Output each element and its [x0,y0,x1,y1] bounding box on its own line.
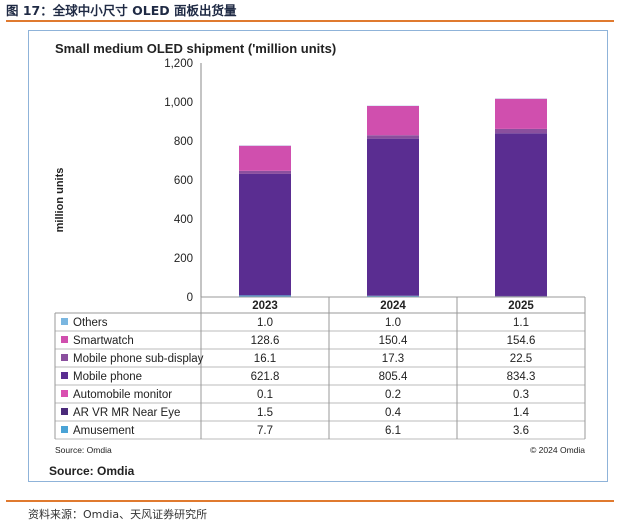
table-cell-value: 1.0 [257,317,273,329]
table-cell-value: 154.6 [507,335,536,347]
y-tick-label: 400 [174,214,193,226]
legend-swatch [61,408,68,415]
figure-title: 图 17：全球中小尺寸 OLED 面板出货量 [6,3,237,18]
figure-source: 资料来源：Omdia、天风证券研究所 [28,508,208,521]
table-cell-value: 0.4 [385,407,402,419]
y-tick-label: 1,200 [164,58,193,70]
y-tick-label: 1,000 [164,97,193,109]
table-cell-value: 1.5 [257,407,273,419]
bar-segment-mobile-phone-2025 [495,133,547,296]
table-cell-value: 0.3 [513,389,529,401]
bar-segment-mobile-phone-sub-display-2023 [239,170,291,174]
table-row-label: Automobile monitor [73,389,172,401]
bar-segment-mobile-phone-2023 [239,173,291,296]
chart-title: Small medium OLED shipment ('million uni… [55,41,336,56]
legend-swatch [61,390,68,397]
chart-source-small: Source: Omdia [55,445,112,455]
legend-swatch [61,318,68,325]
table-cell-value: 128.6 [251,335,280,347]
table-cell-value: 805.4 [379,371,408,383]
table-row-label: Amusement [73,425,135,437]
legend-swatch [61,372,68,379]
legend-swatch [61,336,68,343]
bar-segment-smartwatch-2023 [239,145,291,171]
table-cell-value: 3.6 [513,425,529,437]
bar-segment-mobile-phone-sub-display-2024 [367,135,419,139]
table-cell-value: 150.4 [379,335,408,347]
table-row-label: Mobile phone [73,371,142,383]
chart-source-large: Source: Omdia [49,464,135,478]
y-tick-label: 0 [187,292,193,304]
y-tick-label: 800 [174,136,193,148]
chart-copyright: © 2024 Omdia [530,445,585,455]
table-cell-value: 1.1 [513,317,529,329]
bar-segment-amusement-2023 [239,295,291,297]
table-cell-value: 1.4 [513,407,530,419]
table-cell-value: 22.5 [510,353,532,365]
table-cell-value: 7.7 [257,425,273,437]
top-divider [6,20,614,22]
table-row-label: Others [73,317,108,329]
table-cell-value: 621.8 [251,371,280,383]
table-cell-value: 16.1 [254,353,276,365]
x-category-label: 2023 [252,300,278,312]
bottom-divider [6,500,614,502]
table-cell-value: 834.3 [507,371,536,383]
table-cell-value: 0.1 [257,389,273,401]
x-category-label: 2025 [508,300,534,312]
legend-swatch [61,426,68,433]
table-row-label: Mobile phone sub-display [73,353,204,365]
table-row-label: AR VR MR Near Eye [73,407,180,419]
y-tick-label: 600 [174,175,193,187]
table-cell-value: 17.3 [382,353,404,365]
y-tick-label: 200 [174,253,193,265]
table-cell-value: 1.0 [385,317,401,329]
bar-segment-smartwatch-2025 [495,98,547,129]
table-row-label: Smartwatch [73,335,134,347]
stacked-bar-chart: Small medium OLED shipment ('million uni… [49,41,586,478]
x-category-label: 2024 [380,300,406,312]
y-axis-label: million units [54,168,66,233]
table-cell-value: 6.1 [385,425,401,437]
chart-panel: Small medium OLED shipment ('million uni… [28,30,608,482]
bar-segment-mobile-phone-sub-display-2025 [495,128,547,134]
legend-swatch [61,354,68,361]
bar-segment-mobile-phone-2024 [367,138,419,296]
bar-segment-amusement-2024 [367,295,419,297]
bar-segment-smartwatch-2024 [367,105,419,136]
table-cell-value: 0.2 [385,389,401,401]
